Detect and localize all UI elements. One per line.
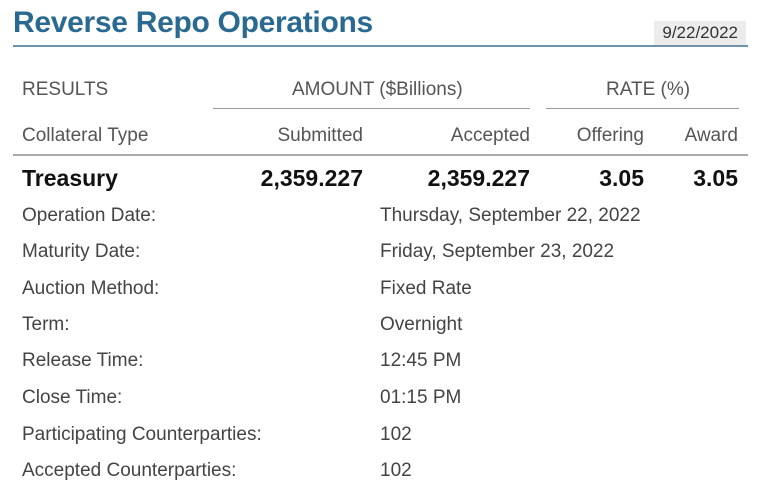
submitted-header: Submitted (277, 125, 363, 146)
treasury-award: 3.05 (693, 165, 738, 191)
detail-label: Release Time: (22, 350, 144, 371)
detail-value: Fixed Rate (380, 278, 472, 299)
rate-group-rule (546, 108, 739, 109)
accepted-header: Accepted (450, 125, 530, 146)
detail-value: 01:15 PM (380, 387, 462, 408)
header-divider (13, 154, 748, 156)
detail-label: Maturity Date: (22, 241, 141, 262)
detail-value: 102 (380, 460, 412, 481)
rate-group-header: RATE (%) (606, 79, 691, 100)
award-header: Award (684, 125, 738, 146)
amount-group-header: AMOUNT ($Billions) (292, 79, 463, 100)
title-divider (13, 45, 748, 47)
detail-value: Thursday, September 22, 2022 (380, 205, 641, 226)
detail-label: Participating Counterparties: (22, 424, 262, 445)
detail-value: 102 (380, 424, 412, 445)
detail-label: Accepted Counterparties: (22, 460, 237, 481)
amount-group-rule (213, 108, 530, 109)
collateral-type-header: Collateral Type (22, 125, 149, 146)
treasury-accepted: 2,359.227 (427, 165, 530, 191)
date-badge: 9/22/2022 (654, 21, 746, 45)
detail-value: 12:45 PM (380, 350, 462, 371)
detail-label: Term: (22, 314, 70, 335)
page-title: Reverse Repo Operations (13, 6, 373, 39)
treasury-submitted: 2,359.227 (260, 165, 363, 191)
detail-value: Overnight (380, 314, 463, 335)
treasury-type: Treasury (22, 165, 118, 191)
treasury-offering: 3.05 (599, 165, 644, 191)
detail-value: Friday, September 23, 2022 (380, 241, 615, 262)
detail-label: Close Time: (22, 387, 123, 408)
results-header: RESULTS (22, 79, 109, 100)
offering-header: Offering (576, 125, 644, 146)
detail-label: Operation Date: (22, 205, 157, 226)
detail-label: Auction Method: (22, 278, 160, 299)
